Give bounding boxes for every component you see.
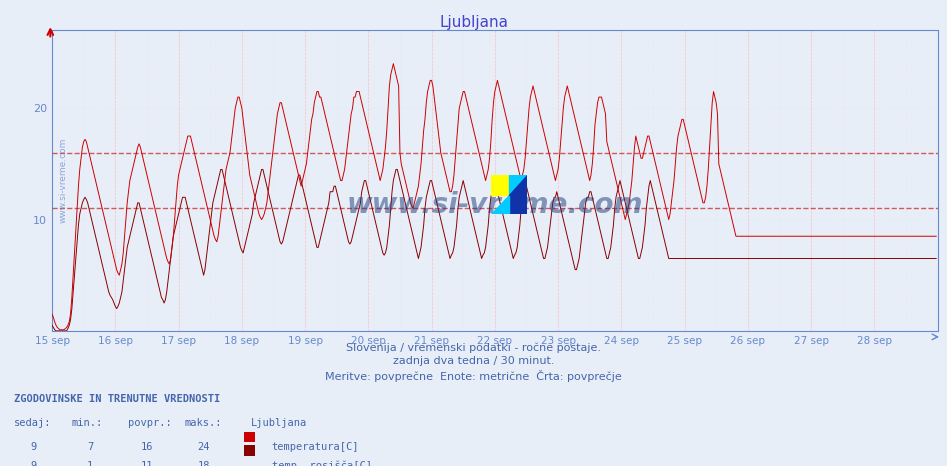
Text: min.:: min.:: [71, 418, 102, 428]
Polygon shape: [509, 175, 527, 195]
Text: 18: 18: [197, 461, 210, 466]
Text: temp. rosišča[C]: temp. rosišča[C]: [272, 461, 372, 466]
Text: 16: 16: [140, 442, 153, 452]
Text: www.si-vreme.com: www.si-vreme.com: [347, 191, 643, 219]
Text: 11: 11: [140, 461, 153, 466]
Text: sedaj:: sedaj:: [14, 418, 52, 428]
Text: Meritve: povprečne  Enote: metrične  Črta: povprečje: Meritve: povprečne Enote: metrične Črta:…: [325, 370, 622, 383]
Text: 9: 9: [30, 461, 36, 466]
Text: Ljubljana: Ljubljana: [251, 418, 307, 428]
Text: Ljubljana: Ljubljana: [439, 15, 508, 30]
Text: www.si-vreme.com: www.si-vreme.com: [58, 138, 67, 223]
Text: ZGODOVINSKE IN TRENUTNE VREDNOSTI: ZGODOVINSKE IN TRENUTNE VREDNOSTI: [14, 394, 221, 404]
Text: 7: 7: [87, 442, 93, 452]
Bar: [509, 175, 527, 195]
Text: Slovenija / vremenski podatki - ročne postaje.: Slovenija / vremenski podatki - ročne po…: [346, 343, 601, 353]
Text: 1: 1: [87, 461, 93, 466]
Polygon shape: [491, 195, 509, 214]
Text: temperatura[C]: temperatura[C]: [272, 442, 359, 452]
Bar: [509, 195, 527, 214]
Text: maks.:: maks.:: [185, 418, 223, 428]
Text: 9: 9: [30, 442, 36, 452]
Text: 24: 24: [197, 442, 210, 452]
Text: povpr.:: povpr.:: [128, 418, 171, 428]
Text: zadnja dva tedna / 30 minut.: zadnja dva tedna / 30 minut.: [393, 356, 554, 366]
Bar: [491, 175, 509, 195]
